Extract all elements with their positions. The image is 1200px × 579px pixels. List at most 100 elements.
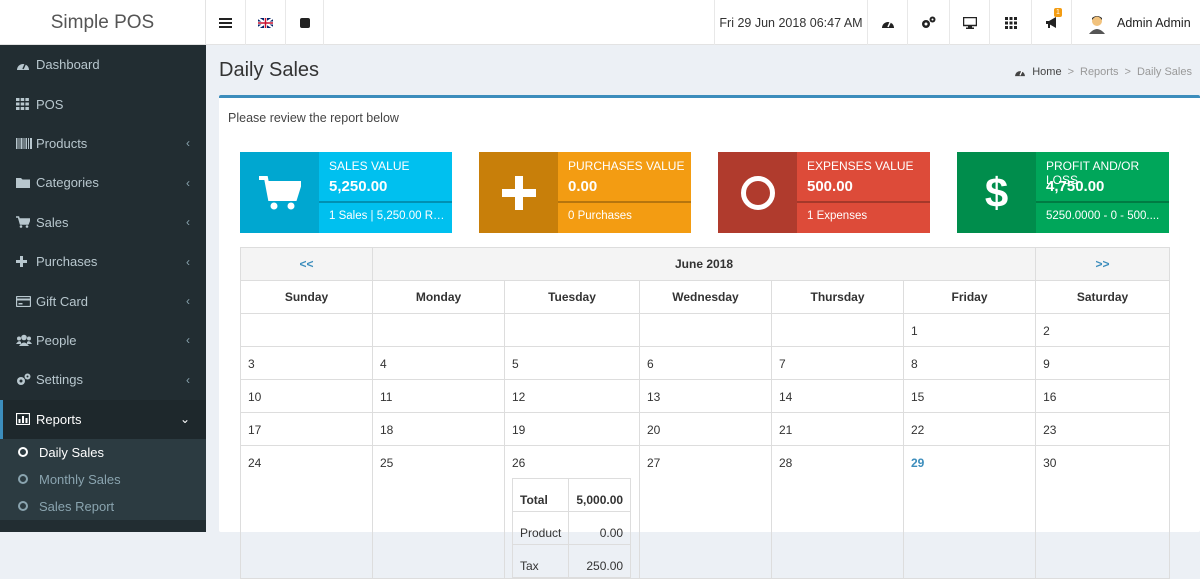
report-lead-text: Please review the report below: [228, 111, 399, 125]
sidebar-item-people[interactable]: People ‹: [0, 321, 206, 360]
dashboard-button[interactable]: [868, 0, 908, 45]
day-cell: 27: [639, 445, 772, 579]
day-cell: 2: [1035, 313, 1171, 347]
sidebar-item-dashboard[interactable]: Dashboard: [0, 45, 206, 84]
stat-divider: [558, 201, 691, 203]
day-cell: 18: [372, 412, 505, 446]
sidebar-item-label: Sales: [36, 214, 69, 230]
day-cell: [639, 313, 772, 347]
pos-screen-button[interactable]: [950, 0, 990, 45]
grid-icon: [1004, 16, 1017, 29]
day-cell: 3: [240, 346, 373, 380]
day-cell: 22: [902, 412, 1037, 446]
calendar-week: 3 4 5 6 7 8 9: [240, 346, 1171, 380]
barcode-icon: [16, 137, 36, 149]
chevron-down-icon: ⌄: [179, 412, 190, 427]
summary-label: Product: [511, 511, 570, 545]
stat-value: 4,750.00: [1046, 178, 1105, 195]
sidebar-item-sales[interactable]: Sales ‹: [0, 203, 206, 242]
cart-icon: [240, 152, 319, 233]
submenu-item-sales-report[interactable]: Sales Report: [0, 493, 206, 520]
stat-footer: 1 Expenses: [807, 210, 868, 222]
day-cell-today: 29: [902, 445, 1037, 579]
sidebar-item-label: POS: [36, 96, 64, 112]
stat-label: Sales Value: [329, 159, 410, 173]
sidebar-item-categories[interactable]: Categories ‹: [0, 163, 206, 202]
sidebar-item-settings[interactable]: Settings ‹: [0, 360, 206, 399]
breadcrumb-current: Daily Sales: [1136, 66, 1192, 78]
weekday-header: Tuesday: [504, 280, 640, 314]
day-number: 26: [512, 456, 526, 470]
language-button[interactable]: [246, 0, 286, 45]
submenu-item-daily-sales[interactable]: Daily Sales: [0, 439, 206, 466]
credit-card-icon: [16, 295, 36, 307]
day-cell: 19: [504, 412, 640, 446]
top-navbar: Simple POS Fri 29 Jun 2018 06:47 AM 1 Ad…: [0, 0, 1200, 45]
calendar-prev-cell: <<: [240, 247, 373, 281]
day-cell-with-sales[interactable]: 26 Total 5,000.00 Product 0.00 Tax 250.00: [504, 445, 640, 579]
summary-value: 250.00: [568, 544, 632, 578]
day-cell: 12: [504, 379, 640, 413]
dashboard-icon: [881, 20, 894, 28]
submenu-label: Monthly Sales: [39, 471, 121, 487]
weekday-header: Friday: [902, 280, 1037, 314]
menu-toggle-button[interactable]: [206, 0, 246, 45]
stat-value: 5,250.00: [329, 178, 388, 195]
theme-button[interactable]: [286, 0, 324, 45]
calendar-month-title: June 2018: [371, 247, 1037, 281]
breadcrumb: Home > Reports > Daily Sales: [1014, 66, 1192, 78]
circle-icon: [18, 447, 28, 458]
day-cell: 5: [504, 346, 640, 380]
day-cell: [771, 313, 904, 347]
circle-icon: [18, 501, 28, 512]
dashboard-icon: [16, 59, 36, 71]
sidebar-item-gift-card[interactable]: Gift Card ‹: [0, 281, 206, 320]
weekday-header: Monday: [372, 280, 505, 314]
folder-icon: [16, 177, 36, 189]
day-cell: 21: [771, 412, 904, 446]
stat-label: Expenses Value: [807, 159, 914, 173]
uk-flag-icon: [258, 17, 273, 28]
calendar-next-cell: >>: [1035, 247, 1171, 281]
sidebar-item-label: Reports: [36, 411, 82, 427]
chevron-left-icon: ‹: [186, 175, 190, 190]
breadcrumb-separator: >: [1124, 66, 1131, 78]
sidebar-item-label: People: [36, 332, 77, 348]
app-logo[interactable]: Simple POS: [0, 0, 206, 45]
breadcrumb-separator: >: [1067, 66, 1074, 78]
sidebar-item-label: Products: [36, 135, 88, 151]
calendar-prev-link[interactable]: <<: [299, 257, 314, 271]
sidebar-item-label: Settings: [36, 372, 83, 388]
day-cell: 17: [240, 412, 373, 446]
stat-divider: [797, 201, 930, 203]
day-cell: 15: [902, 379, 1037, 413]
day-cell: 6: [639, 346, 772, 380]
day-cell: 14: [771, 379, 904, 413]
notifications-button[interactable]: 1: [1032, 0, 1072, 45]
sidebar-item-purchases[interactable]: Purchases ‹: [0, 242, 206, 281]
circle-icon: [18, 474, 28, 485]
sidebar-item-products[interactable]: Products ‹: [0, 124, 206, 163]
submenu-item-monthly-sales[interactable]: Monthly Sales: [0, 466, 206, 493]
weekday-header: Wednesday: [639, 280, 772, 314]
weekday-header: Sunday: [240, 280, 373, 314]
breadcrumb-home-link[interactable]: Home: [1032, 66, 1062, 78]
breadcrumb-reports-link[interactable]: Reports: [1080, 66, 1119, 78]
day-cell: 7: [771, 346, 904, 380]
sidebar-item-reports[interactable]: Reports ⌄: [0, 399, 206, 439]
summary-label: Tax: [511, 544, 570, 578]
sidebar-item-label: Dashboard: [36, 57, 100, 73]
square-icon: [299, 17, 310, 28]
day-cell: 8: [902, 346, 1037, 380]
user-menu[interactable]: Admin Admin: [1072, 0, 1200, 45]
settings-button[interactable]: [908, 0, 950, 45]
sidebar-item-pos[interactable]: POS: [0, 84, 206, 123]
day-cell: [504, 313, 640, 347]
sidebar-item-label: Gift Card: [36, 293, 89, 309]
weekday-header: Thursday: [771, 280, 904, 314]
cart-icon: [16, 216, 36, 229]
day-sales-summary: Total 5,000.00 Product 0.00 Tax 250.00: [511, 478, 632, 578]
stat-label: Purchases Value: [568, 159, 685, 173]
calendar-next-link[interactable]: >>: [1095, 257, 1110, 271]
pos-grid-button[interactable]: [990, 0, 1032, 45]
